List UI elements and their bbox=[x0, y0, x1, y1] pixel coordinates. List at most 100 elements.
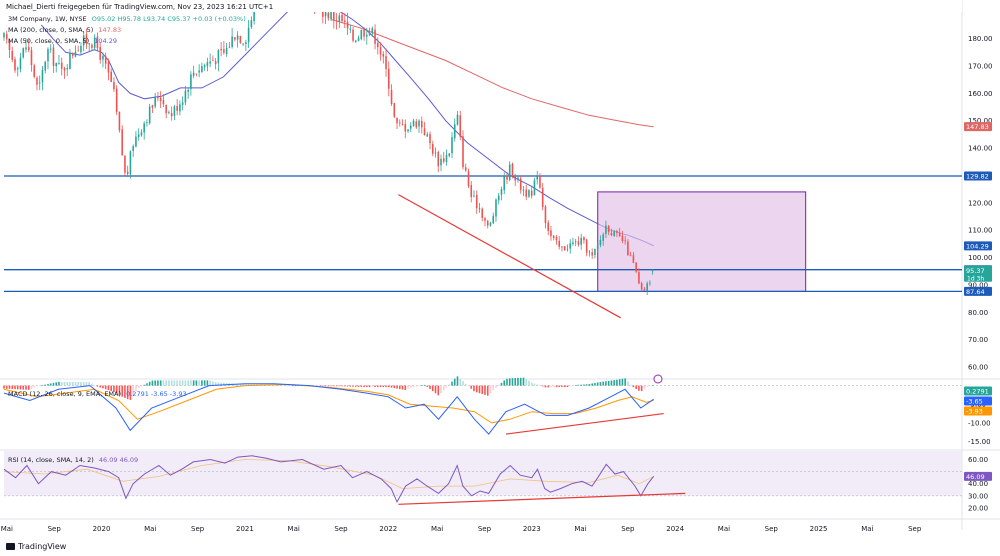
candle-body bbox=[27, 47, 30, 50]
candle-body bbox=[594, 248, 596, 255]
macd-histogram-bar bbox=[27, 385, 30, 390]
macd-histogram-bar bbox=[566, 385, 569, 388]
macd-histogram-bar bbox=[442, 385, 445, 391]
candle-body bbox=[335, 20, 338, 22]
footer-brand: TradingView bbox=[18, 542, 67, 551]
macd-histogram-bar bbox=[407, 385, 409, 389]
macd-histogram-bar bbox=[506, 378, 508, 386]
candle-body bbox=[140, 132, 143, 136]
attribution: Michael_Dierti freigegeben für TradingVi… bbox=[6, 3, 274, 11]
macd-histogram-bar bbox=[478, 385, 481, 394]
macd-histogram-bar bbox=[420, 385, 423, 386]
macd-histogram-bar bbox=[371, 385, 374, 388]
candle-body bbox=[30, 50, 33, 66]
symbol-label[interactable]: 3M Company, 1W, NYSE bbox=[8, 15, 87, 23]
candle-body bbox=[376, 43, 379, 48]
candle-body bbox=[486, 220, 489, 226]
candle-body bbox=[583, 237, 585, 241]
macd-histogram-bar bbox=[93, 385, 96, 387]
macd-histogram-bar bbox=[346, 385, 349, 387]
candle-body bbox=[448, 153, 451, 156]
macd-legend[interactable]: MACD (12, 26, close, 9, EMA, EMA) 0.2791… bbox=[8, 390, 187, 399]
macd-histogram-bar bbox=[404, 385, 407, 391]
price-legend: 3M Company, 1W, NYSE O95.02 H95.78 L93.7… bbox=[8, 15, 246, 24]
candle-body bbox=[467, 171, 470, 186]
candle-body bbox=[151, 105, 154, 108]
macd-tick-label: -10.00 bbox=[968, 419, 991, 427]
price-tick-label: 160.00 bbox=[968, 90, 993, 98]
candle-body bbox=[55, 63, 58, 67]
candle-body bbox=[96, 36, 99, 49]
macd-histogram-bar bbox=[387, 385, 390, 388]
candle-body bbox=[69, 52, 71, 70]
price-tick-label: 70.00 bbox=[968, 336, 988, 344]
price-axis-countdown: 1d 3h bbox=[967, 275, 984, 282]
time-axis-label: 2020 bbox=[93, 525, 111, 533]
macd-histogram-bar bbox=[437, 385, 440, 396]
candle-body bbox=[176, 106, 178, 111]
candle-body bbox=[552, 235, 555, 238]
macd-histogram-bar bbox=[643, 385, 646, 389]
candle-body bbox=[88, 43, 91, 45]
candle-body bbox=[360, 29, 363, 40]
macd-histogram-bar bbox=[640, 385, 643, 392]
macd-histogram-bar bbox=[192, 380, 195, 386]
price-axis-label-box bbox=[964, 241, 992, 251]
price-axis-label-box bbox=[964, 265, 992, 282]
candle-body bbox=[591, 252, 593, 256]
candle-body bbox=[607, 225, 610, 233]
candle-body bbox=[104, 56, 107, 64]
candle-body bbox=[60, 62, 63, 69]
candle-body bbox=[484, 218, 486, 221]
candle-body bbox=[618, 232, 621, 237]
ma200-legend[interactable]: MA (200, close, 0, SMA, 5) 147.83 bbox=[8, 26, 121, 35]
macd-histogram-bar bbox=[456, 376, 459, 386]
macd-histogram-bar bbox=[393, 385, 396, 389]
candle-body bbox=[137, 134, 140, 137]
candle-body bbox=[63, 67, 66, 71]
macd-axis-label-box bbox=[964, 386, 992, 396]
candle-body bbox=[409, 125, 412, 129]
macd-histogram-bar bbox=[599, 382, 602, 386]
macd-histogram-bar bbox=[434, 385, 437, 394]
macd-histogram-bar bbox=[236, 383, 239, 386]
candle-body bbox=[566, 249, 569, 251]
macd-axis-label: -3.93 bbox=[966, 408, 983, 416]
candle-body bbox=[393, 103, 396, 117]
macd-histogram-bar bbox=[190, 380, 192, 386]
macd-histogram-bar bbox=[99, 385, 101, 388]
candle-body bbox=[517, 177, 519, 180]
candle-body bbox=[58, 63, 60, 64]
time-axis-label: Sep bbox=[334, 525, 348, 533]
macd-line bbox=[3, 383, 654, 435]
macd-histogram-bar bbox=[16, 385, 19, 390]
macd-histogram-bar bbox=[561, 385, 563, 388]
macd-histogram-bar bbox=[47, 384, 49, 386]
time-axis-label: Sep bbox=[478, 525, 492, 533]
candle-body bbox=[113, 81, 115, 90]
candle-body bbox=[434, 152, 437, 154]
candle-body bbox=[632, 255, 635, 263]
time-axis-label: Sep bbox=[908, 525, 922, 533]
time-axis-label: Mai bbox=[861, 525, 873, 533]
candle-body bbox=[327, 12, 330, 19]
macd-histogram-bar bbox=[324, 385, 327, 387]
macd-histogram-bar bbox=[66, 381, 69, 386]
time-axis-label: 2025 bbox=[810, 525, 828, 533]
macd-histogram-bar bbox=[85, 382, 88, 386]
ma50-legend[interactable]: MA (50, close, 0, SMA, 5) 104.29 bbox=[8, 37, 117, 46]
macd-histogram-bar bbox=[187, 380, 189, 386]
candle-body bbox=[387, 68, 390, 89]
rsi-legend[interactable]: RSI (14, close, SMA, 14, 2) 46.09 46.09 bbox=[8, 456, 138, 465]
macd-histogram-bar bbox=[508, 378, 511, 386]
candle-body bbox=[610, 232, 613, 236]
macd-histogram-bar bbox=[198, 380, 200, 386]
time-axis-label: Sep bbox=[765, 525, 779, 533]
macd-histogram-bar bbox=[212, 381, 214, 386]
macd-histogram-bar bbox=[44, 384, 47, 386]
macd-histogram-bar bbox=[555, 385, 558, 388]
candle-body bbox=[407, 129, 409, 132]
macd-histogram-bar bbox=[541, 385, 544, 387]
macd-histogram-bar bbox=[544, 385, 547, 388]
macd-histogram-bar bbox=[297, 385, 299, 387]
